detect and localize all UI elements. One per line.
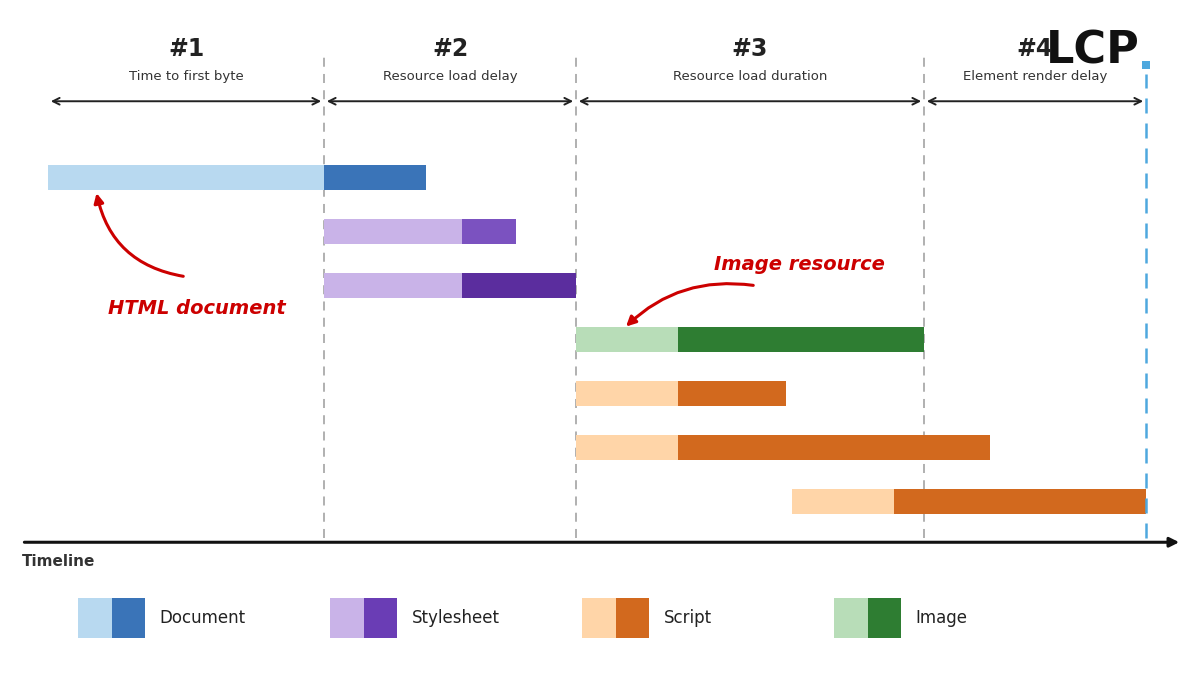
Bar: [678, 327, 924, 352]
Bar: [78, 598, 112, 639]
Bar: [868, 598, 901, 639]
Text: Element render delay: Element render delay: [962, 70, 1108, 83]
Bar: [678, 435, 990, 460]
Text: LCP: LCP: [1046, 29, 1140, 72]
Bar: [576, 381, 678, 406]
Bar: [324, 219, 462, 244]
Text: Time to first byte: Time to first byte: [128, 70, 244, 83]
Bar: [616, 598, 649, 639]
Text: Image resource: Image resource: [714, 256, 884, 275]
Bar: [330, 598, 364, 639]
Text: #3: #3: [732, 36, 768, 61]
Text: HTML document: HTML document: [108, 299, 286, 318]
Bar: [582, 598, 616, 639]
Text: Timeline: Timeline: [22, 554, 95, 568]
Bar: [834, 598, 868, 639]
Text: #4: #4: [1016, 36, 1054, 61]
Bar: [576, 327, 678, 352]
Bar: [364, 598, 397, 639]
Text: Script: Script: [664, 610, 712, 627]
Text: #2: #2: [432, 36, 468, 61]
Bar: [324, 165, 426, 190]
Text: Resource load duration: Resource load duration: [673, 70, 827, 83]
Bar: [576, 435, 678, 460]
Text: Document: Document: [160, 610, 246, 627]
Bar: [894, 489, 1146, 514]
Bar: [324, 273, 462, 298]
Text: Stylesheet: Stylesheet: [412, 610, 499, 627]
Bar: [112, 598, 145, 639]
Text: #1: #1: [168, 36, 204, 61]
Bar: [462, 273, 576, 298]
Text: Image: Image: [916, 610, 967, 627]
Text: Resource load delay: Resource load delay: [383, 70, 517, 83]
Bar: [48, 165, 324, 190]
Bar: [678, 381, 786, 406]
Bar: [462, 219, 516, 244]
Bar: [792, 489, 894, 514]
